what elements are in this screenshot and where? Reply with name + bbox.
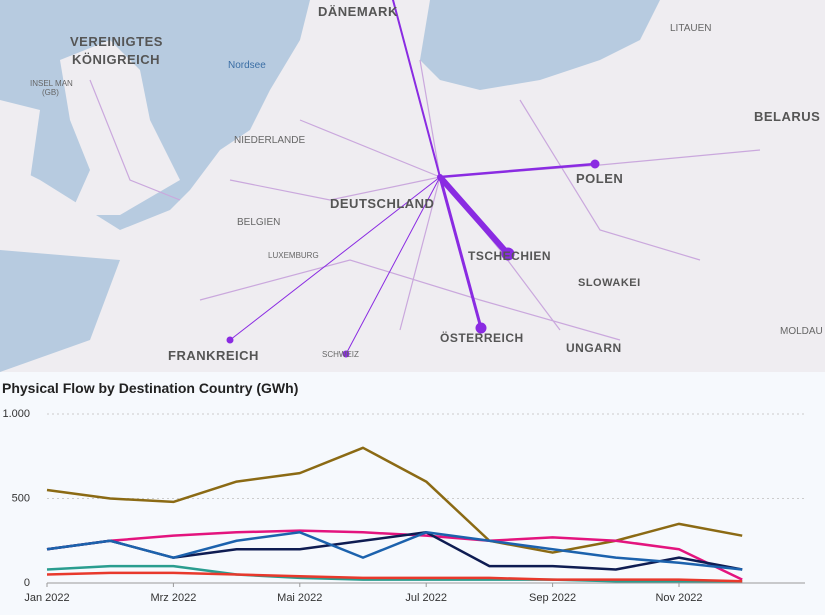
series-line <box>46 564 743 583</box>
map-label: KÖNIGREICH <box>72 52 160 67</box>
biscay <box>0 250 120 372</box>
flows <box>226 0 600 358</box>
map-label: LITAUEN <box>670 23 712 34</box>
series-line <box>46 446 743 554</box>
x-tick-label: Mrz 2022 <box>150 592 196 604</box>
map-label: DÄNEMARK <box>318 4 398 19</box>
map-label: ÖSTERREICH <box>440 330 524 345</box>
map-label: VEREINIGTES <box>70 34 163 49</box>
flow-node <box>475 322 487 334</box>
flow-node <box>501 247 515 261</box>
chart: 0 500 1.000 Jan 2022 Mrz 2022 Mai 2022 Jul 202… <box>2 408 805 604</box>
map-label: INSEL MAN <box>30 79 73 88</box>
map-label: LUXEMBURG <box>268 251 319 260</box>
map-label: NIEDERLANDE <box>234 135 305 146</box>
chart-panel <box>0 372 825 615</box>
map-label: BELARUS <box>754 109 820 124</box>
x-tick-label: Nov 2022 <box>655 592 702 604</box>
x-tick-label: Jul 2022 <box>405 592 447 604</box>
flow-line <box>345 176 441 355</box>
x-tick-label: Mai 2022 <box>277 592 322 604</box>
flow-line <box>392 0 441 178</box>
y-tick-label: 0 <box>24 577 30 589</box>
map: DÄNEMARK VEREINIGTES KÖNIGREICH INSEL MA… <box>0 0 825 372</box>
map-label: SLOWAKEI <box>578 277 641 289</box>
map-label: (GB) <box>42 88 59 97</box>
x-tick-label: Jan 2022 <box>24 592 69 604</box>
ireland <box>0 100 40 180</box>
baltic <box>420 0 660 90</box>
flow-line <box>438 175 483 330</box>
series-line <box>46 571 743 583</box>
series-line <box>46 529 743 581</box>
map-label: Nordsee <box>228 60 266 71</box>
map-label: UNGARN <box>566 341 622 355</box>
x-tick-label: Sep 2022 <box>529 592 576 604</box>
flow-node <box>226 336 234 344</box>
great-britain <box>60 40 180 215</box>
map-label: BELGIEN <box>237 217 280 228</box>
y-tick-label: 1.000 <box>2 408 30 420</box>
map-label: MOLDAU <box>780 326 823 337</box>
flow-line <box>437 174 511 257</box>
flow-node <box>342 350 350 358</box>
flow-line <box>229 176 441 341</box>
map-label: SCHWEIZ <box>322 350 359 359</box>
map-label: FRANKREICH <box>168 348 259 363</box>
flow-node <box>590 159 600 169</box>
map-label: TSCHECHIEN <box>468 249 551 263</box>
flow-line <box>438 162 597 179</box>
map-label: POLEN <box>576 171 623 186</box>
map-label: DEUTSCHLAND <box>330 196 434 211</box>
y-tick-label: 500 <box>12 492 30 504</box>
chart-title: Physical Flow by Destination Country (GW… <box>2 380 298 396</box>
series-line <box>46 531 743 571</box>
